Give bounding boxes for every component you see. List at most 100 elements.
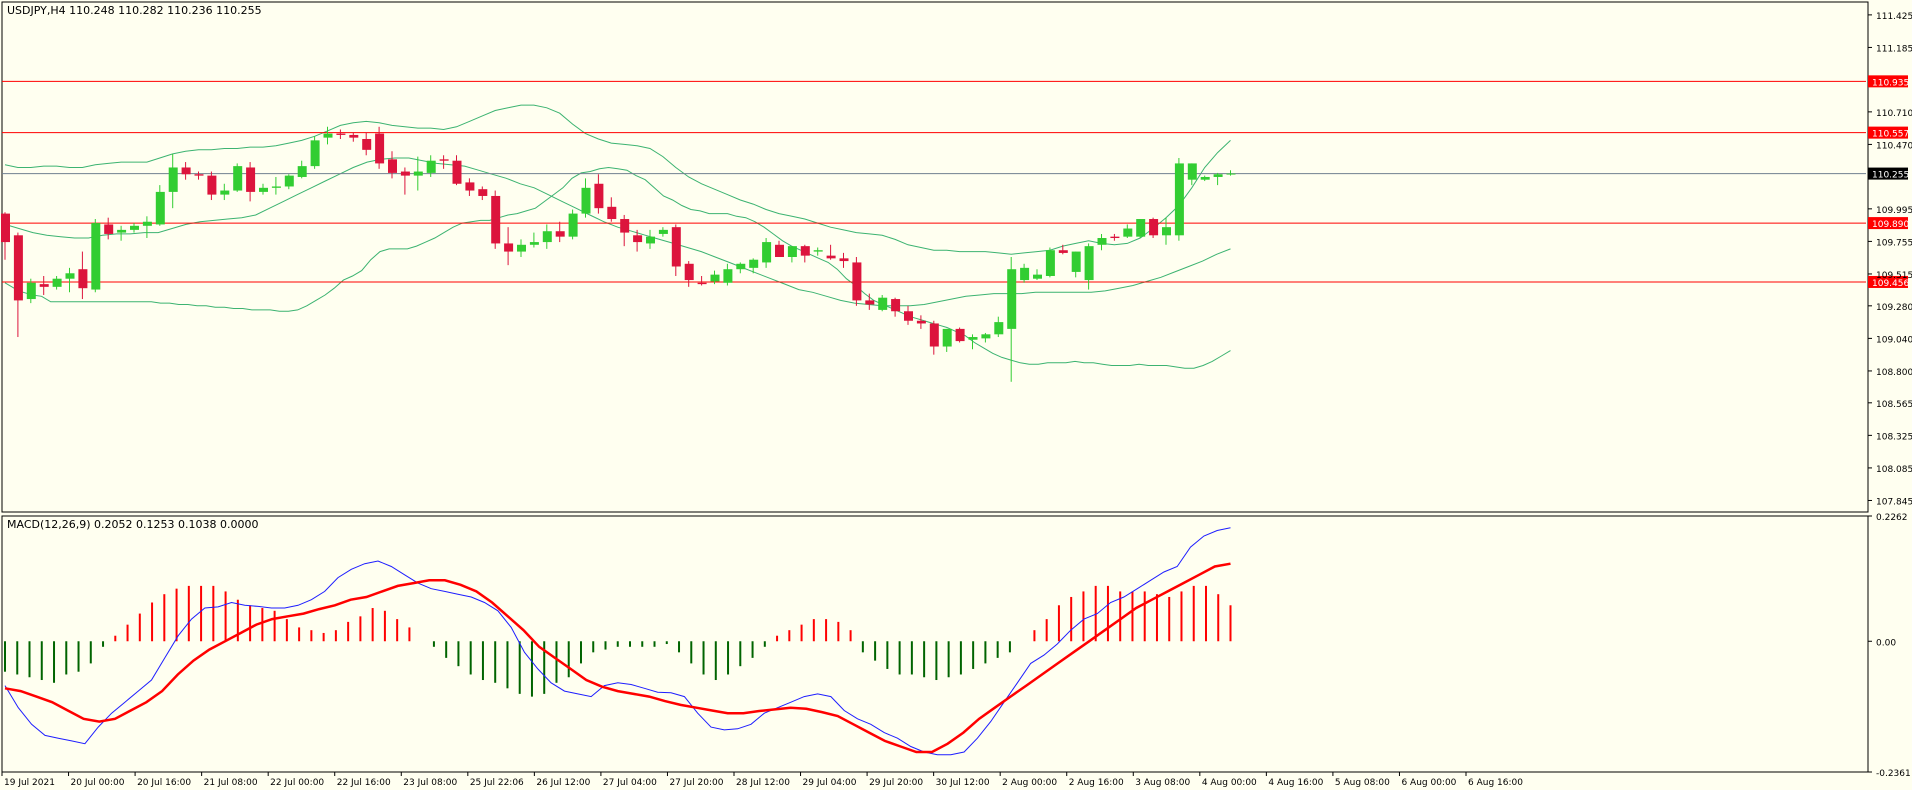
- candle-body: [555, 231, 565, 237]
- candle-body: [929, 323, 939, 347]
- candle-body: [155, 191, 165, 225]
- macd-tick-label: 0.2262: [1876, 513, 1908, 523]
- level-price-tag: [1868, 75, 1908, 88]
- candle-body: [310, 140, 320, 167]
- time-tick-label: 29 Jul 04:00: [803, 778, 857, 788]
- candle-body: [981, 334, 991, 339]
- price-tick-label: 111.425: [1876, 12, 1912, 22]
- candle-body: [413, 171, 423, 176]
- candlesticks: [1, 126, 1236, 382]
- candle-body: [323, 133, 333, 138]
- candle-body: [684, 263, 694, 281]
- candle-body: [594, 183, 604, 209]
- current-price-label: 110.255: [1872, 171, 1909, 181]
- candle-body: [426, 160, 436, 173]
- time-axis: 19 Jul 2021 20 Jul 00:00 20 Jul 16:00 21 Ju…: [1, 772, 1523, 788]
- candle-body: [1226, 173, 1236, 175]
- candle-body: [271, 186, 281, 188]
- candle-body: [130, 225, 139, 230]
- candle-body: [916, 320, 926, 324]
- time-tick-label: 27 Jul 04:00: [603, 778, 657, 788]
- candle-body: [297, 166, 307, 177]
- level-price-tag: [1868, 275, 1908, 288]
- candle-body: [865, 300, 875, 305]
- candle-body: [723, 269, 733, 283]
- price-tick-label: 109.280: [1876, 303, 1912, 313]
- candle-body: [26, 282, 36, 300]
- time-tick-label: 2 Aug 16:00: [1069, 778, 1124, 788]
- candle-body: [568, 213, 578, 237]
- candle-body: [1007, 269, 1017, 329]
- candle-body: [542, 231, 552, 243]
- candle-body: [220, 190, 230, 195]
- candle-body: [1200, 176, 1210, 180]
- candle-body: [465, 182, 475, 191]
- candle-body: [349, 134, 359, 138]
- candle-body: [181, 167, 191, 175]
- price-pane[interactable]: 110.935 110.557 109.890 109.456 110.255 111.…: [1, 1, 1912, 513]
- candle-body: [955, 328, 965, 342]
- macd-pane-frame: [1, 515, 1869, 773]
- candle-body: [104, 224, 114, 234]
- candle-body: [1110, 236, 1120, 239]
- candle-body: [13, 235, 23, 301]
- candle-body: [1187, 163, 1197, 180]
- time-tick-label: 6 Aug 00:00: [1401, 778, 1456, 788]
- level-price-tag: [1868, 217, 1908, 230]
- candle-body: [620, 219, 630, 233]
- candle-body: [633, 235, 643, 243]
- price-tick-label: 109.995: [1876, 206, 1912, 216]
- candle-body: [800, 246, 810, 256]
- time-tick-label: 2 Aug 00:00: [1002, 778, 1057, 788]
- level-price-label: 110.557: [1872, 130, 1909, 140]
- macd-title: MACD(12,26,9) 0.2052 0.1253 0.1038 0.000…: [7, 518, 259, 531]
- candle-body: [65, 273, 75, 279]
- candle-body: [994, 322, 1004, 335]
- time-tick-label: 3 Aug 08:00: [1135, 778, 1190, 788]
- candle-body: [246, 167, 256, 192]
- candle-body: [478, 189, 488, 196]
- time-tick-label: 28 Jul 12:00: [736, 778, 790, 788]
- time-tick-label: 26 Jul 12:00: [536, 778, 590, 788]
- bollinger-bands: [4, 104, 1231, 369]
- candle-body: [117, 229, 127, 233]
- signal-line: [4, 562, 1231, 754]
- candle-body: [1033, 274, 1042, 279]
- candle-body: [336, 133, 346, 135]
- candle-body: [904, 311, 913, 321]
- candle-body: [1045, 250, 1055, 276]
- time-tick-label: 6 Aug 16:00: [1468, 778, 1523, 788]
- candle-body: [839, 258, 849, 262]
- candle-body: [194, 174, 204, 176]
- time-tick-label: 30 Jul 12:00: [936, 778, 990, 788]
- time-tick-label: 4 Aug 16:00: [1268, 778, 1323, 788]
- candle-body: [52, 278, 62, 287]
- horizontal-levels[interactable]: 110.935 110.557 109.890 109.456 110.255: [2, 75, 1909, 289]
- macd-pane[interactable]: 0.2262 0.00 -0.2361 MACD(12,26,9) 0.2052 0…: [1, 513, 1911, 779]
- level-price-label: 109.890: [1872, 220, 1909, 230]
- candle-body: [91, 223, 101, 290]
- price-tick-label: 107.845: [1876, 497, 1912, 507]
- price-tick-label: 108.800: [1876, 368, 1912, 378]
- candle-body: [942, 328, 952, 347]
- time-tick-label: 25 Jul 22:06: [470, 778, 524, 788]
- candle-body: [671, 227, 681, 267]
- macd-line: [4, 527, 1231, 756]
- candle-body: [529, 242, 539, 245]
- candle-body: [388, 159, 397, 173]
- price-tick-label: 109.755: [1876, 238, 1912, 248]
- candle-body: [1058, 250, 1068, 253]
- macd-tick-label: 0.00: [1876, 638, 1896, 648]
- price-tick-label: 111.185: [1876, 44, 1912, 54]
- price-tick-label: 110.470: [1876, 141, 1912, 151]
- candle-body: [439, 159, 449, 161]
- candle-body: [233, 166, 243, 191]
- macd-tick-label: -0.2361: [1876, 769, 1911, 779]
- candle-body: [1136, 219, 1146, 237]
- price-tick-label: 109.515: [1876, 271, 1912, 281]
- candle-body: [710, 274, 720, 282]
- candle-body: [878, 297, 888, 310]
- candle-body: [891, 299, 901, 312]
